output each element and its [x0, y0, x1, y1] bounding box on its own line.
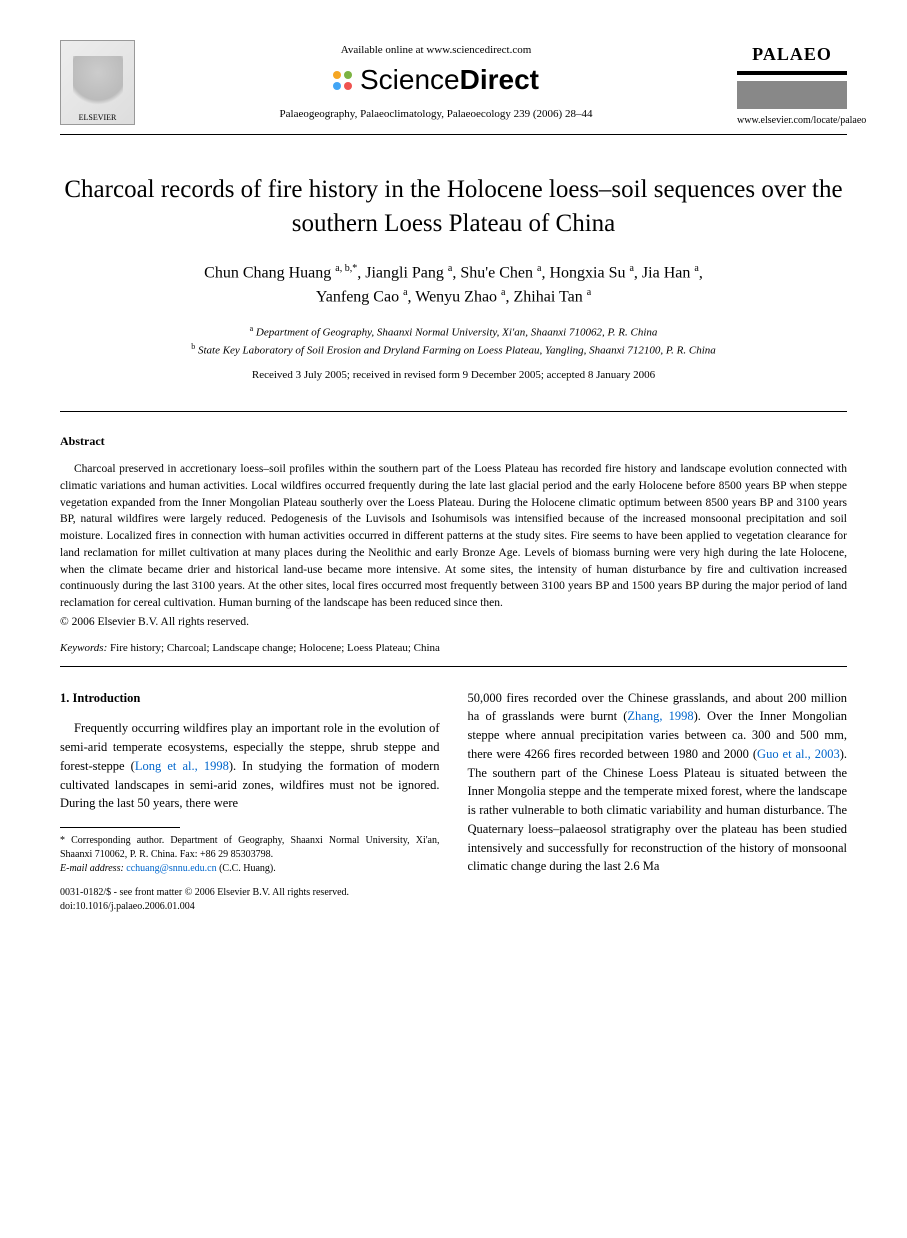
column-right: 50,000 fires recorded over the Chinese g… — [468, 689, 848, 915]
intro-paragraph: Frequently occurring wildfires play an i… — [60, 719, 440, 813]
authors-block: Chun Chang Huang a, b,*, Jiangli Pang a,… — [60, 261, 847, 310]
abstract-body: Charcoal preserved in accretionary loess… — [60, 461, 847, 611]
journal-citation: Palaeogeography, Palaeoclimatology, Pala… — [155, 108, 717, 120]
author-sep: , — [699, 264, 703, 281]
keywords-label: Keywords: — [60, 642, 107, 654]
footnote-separator — [60, 827, 180, 828]
author: , Wenyu Zhao — [408, 288, 502, 305]
body-text: ). The southern part of the Chinese Loes… — [468, 747, 848, 874]
article-title: Charcoal records of fire history in the … — [60, 173, 847, 241]
page-header: ELSEVIER Available online at www.science… — [60, 40, 847, 135]
keywords-line: Keywords: Fire history; Charcoal; Landsc… — [60, 642, 847, 654]
available-online-text: Available online at www.sciencedirect.co… — [155, 44, 717, 56]
body-columns: 1. Introduction Frequently occurring wil… — [60, 689, 847, 915]
sciencedirect-wordmark: ScienceDirect — [360, 64, 539, 96]
column-left: 1. Introduction Frequently occurring wil… — [60, 689, 440, 915]
author: , Jiangli Pang — [357, 264, 448, 281]
citation-link[interactable]: Zhang, 1998 — [627, 709, 693, 723]
section-heading-introduction: 1. Introduction — [60, 689, 440, 708]
elsevier-logo: ELSEVIER — [60, 40, 135, 125]
divider — [60, 666, 847, 667]
author: Chun Chang Huang — [204, 264, 335, 281]
sciencedirect-dots-icon — [333, 71, 352, 90]
citation-link[interactable]: Guo et al., 2003 — [757, 747, 840, 761]
header-center: Available online at www.sciencedirect.co… — [135, 40, 737, 120]
author: , Jia Han — [634, 264, 694, 281]
keywords-values: Fire history; Charcoal; Landscape change… — [107, 642, 440, 654]
author: , Shu'e Chen — [452, 264, 537, 281]
email-link[interactable]: cchuang@snnu.edu.cn — [124, 863, 217, 874]
footnote-email-line: E-mail address: cchuang@snnu.edu.cn (C.C… — [60, 862, 440, 876]
footnote-corr: * Corresponding author. Department of Ge… — [60, 834, 440, 862]
elsevier-tree-icon — [73, 56, 123, 111]
journal-url: www.elsevier.com/locate/palaeo — [737, 115, 847, 126]
divider — [60, 411, 847, 412]
affiliations-block: a Department of Geography, Shaanxi Norma… — [60, 323, 847, 359]
palaeo-journal-logo: PALAEO www.elsevier.com/locate/palaeo — [737, 40, 847, 126]
citation-link[interactable]: Long et al., 1998 — [135, 759, 229, 773]
email-label: E-mail address: — [60, 863, 124, 874]
corresponding-author-footnote: * Corresponding author. Department of Ge… — [60, 834, 440, 876]
affiliation-b: State Key Laboratory of Soil Erosion and… — [195, 345, 716, 357]
intro-paragraph-cont: 50,000 fires recorded over the Chinese g… — [468, 689, 848, 877]
author-affil-sup: a, b,* — [335, 263, 357, 274]
author: , Hongxia Su — [541, 264, 629, 281]
author: Yanfeng Cao — [316, 288, 403, 305]
abstract-heading: Abstract — [60, 434, 847, 449]
author-affil-sup: a — [587, 287, 591, 298]
elsevier-label: ELSEVIER — [79, 113, 117, 122]
palaeo-cover-band-icon — [737, 81, 847, 109]
palaeo-label: PALAEO — [737, 40, 847, 75]
sciencedirect-logo: ScienceDirect — [155, 64, 717, 96]
email-name: (C.C. Huang). — [217, 863, 276, 874]
author: , Zhihai Tan — [506, 288, 587, 305]
abstract-copyright: © 2006 Elsevier B.V. All rights reserved… — [60, 616, 847, 628]
page-footer: 0031-0182/$ - see front matter © 2006 El… — [60, 886, 440, 914]
footer-doi: doi:10.1016/j.palaeo.2006.01.004 — [60, 900, 440, 914]
footer-copyright: 0031-0182/$ - see front matter © 2006 El… — [60, 886, 440, 900]
affiliation-a: Department of Geography, Shaanxi Normal … — [253, 327, 657, 339]
article-dates: Received 3 July 2005; received in revise… — [60, 369, 847, 381]
